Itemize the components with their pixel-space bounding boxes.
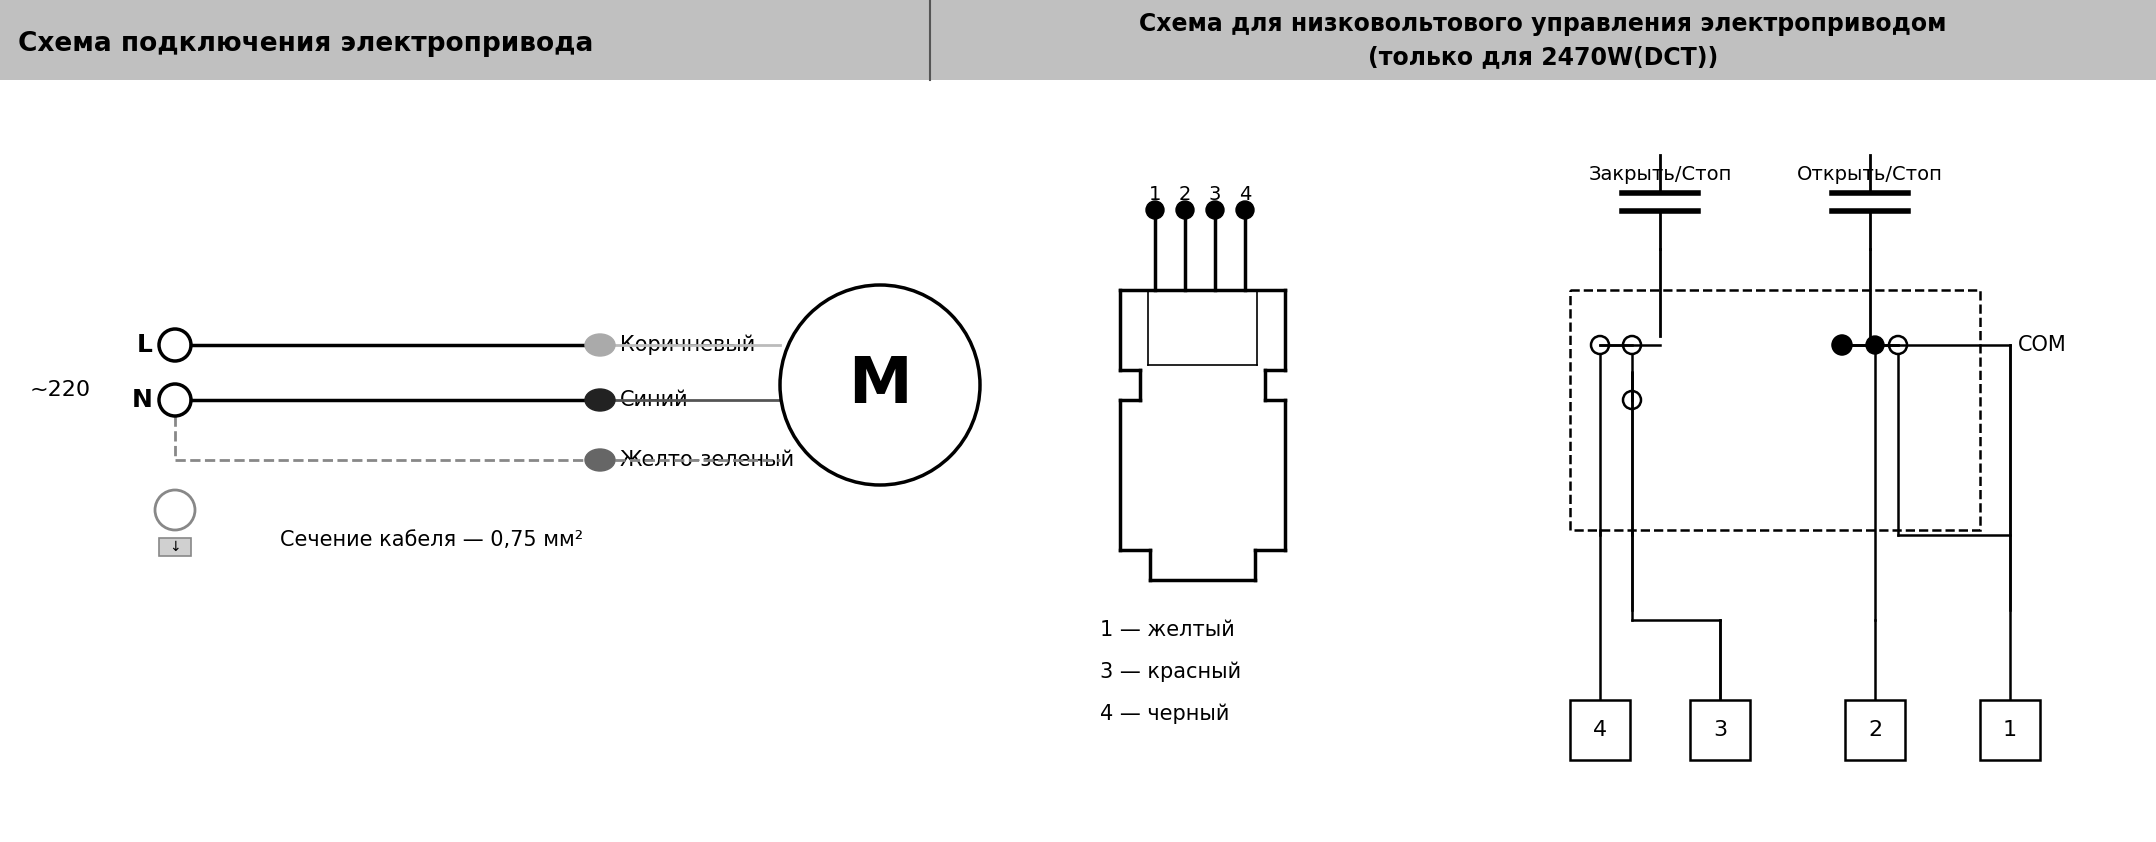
Bar [1846, 700, 1906, 760]
Ellipse shape [584, 449, 614, 471]
Text: 1: 1 [1149, 185, 1162, 205]
Text: N: N [132, 388, 153, 412]
Bar [1570, 700, 1630, 760]
Text: Закрыть/Стоп: Закрыть/Стоп [1589, 166, 1731, 184]
Bar [1690, 700, 1751, 760]
Circle shape [1175, 201, 1194, 219]
Text: 3 — красный: 3 — красный [1100, 662, 1242, 682]
Bar [1979, 700, 2040, 760]
Text: L: L [138, 333, 153, 357]
Text: ↓: ↓ [168, 540, 181, 554]
Text: Желто-зеленый: Желто-зеленый [621, 450, 796, 470]
Text: 2: 2 [1179, 185, 1190, 205]
Circle shape [1833, 335, 1852, 355]
Text: Схема подключения электропривода: Схема подключения электропривода [17, 31, 593, 57]
Text: Сечение кабеля — 0,75 мм²: Сечение кабеля — 0,75 мм² [280, 530, 584, 550]
Text: 2: 2 [1867, 720, 1882, 740]
Text: 1 — желтый: 1 — желтый [1100, 620, 1235, 640]
Ellipse shape [584, 334, 614, 356]
Text: 4 — черный: 4 — черный [1100, 704, 1229, 724]
Text: COM: COM [2018, 335, 2068, 355]
Ellipse shape [584, 389, 614, 411]
Text: 3: 3 [1712, 720, 1727, 740]
Text: Схема для низковольтового управления электроприводом: Схема для низковольтового управления эле… [1138, 12, 1947, 36]
Circle shape [1205, 201, 1225, 219]
Circle shape [1235, 201, 1255, 219]
Circle shape [1865, 336, 1884, 354]
Bar [1570, 290, 1979, 530]
Bar [160, 538, 192, 556]
Text: 4: 4 [1593, 720, 1606, 740]
Text: (только для 2470W(DCT)): (только для 2470W(DCT)) [1367, 45, 1718, 70]
Text: ~220: ~220 [30, 380, 91, 400]
Text: Коричневый: Коричневый [621, 335, 755, 355]
Text: 1: 1 [2003, 720, 2018, 740]
Text: Открыть/Стоп: Открыть/Стоп [1798, 166, 1943, 184]
Text: 3: 3 [1210, 185, 1220, 205]
Text: 4: 4 [1240, 185, 1250, 205]
Circle shape [1147, 201, 1164, 219]
Bar [0, 0, 2156, 80]
Text: Синий: Синий [621, 390, 688, 410]
Text: M: M [847, 354, 912, 416]
